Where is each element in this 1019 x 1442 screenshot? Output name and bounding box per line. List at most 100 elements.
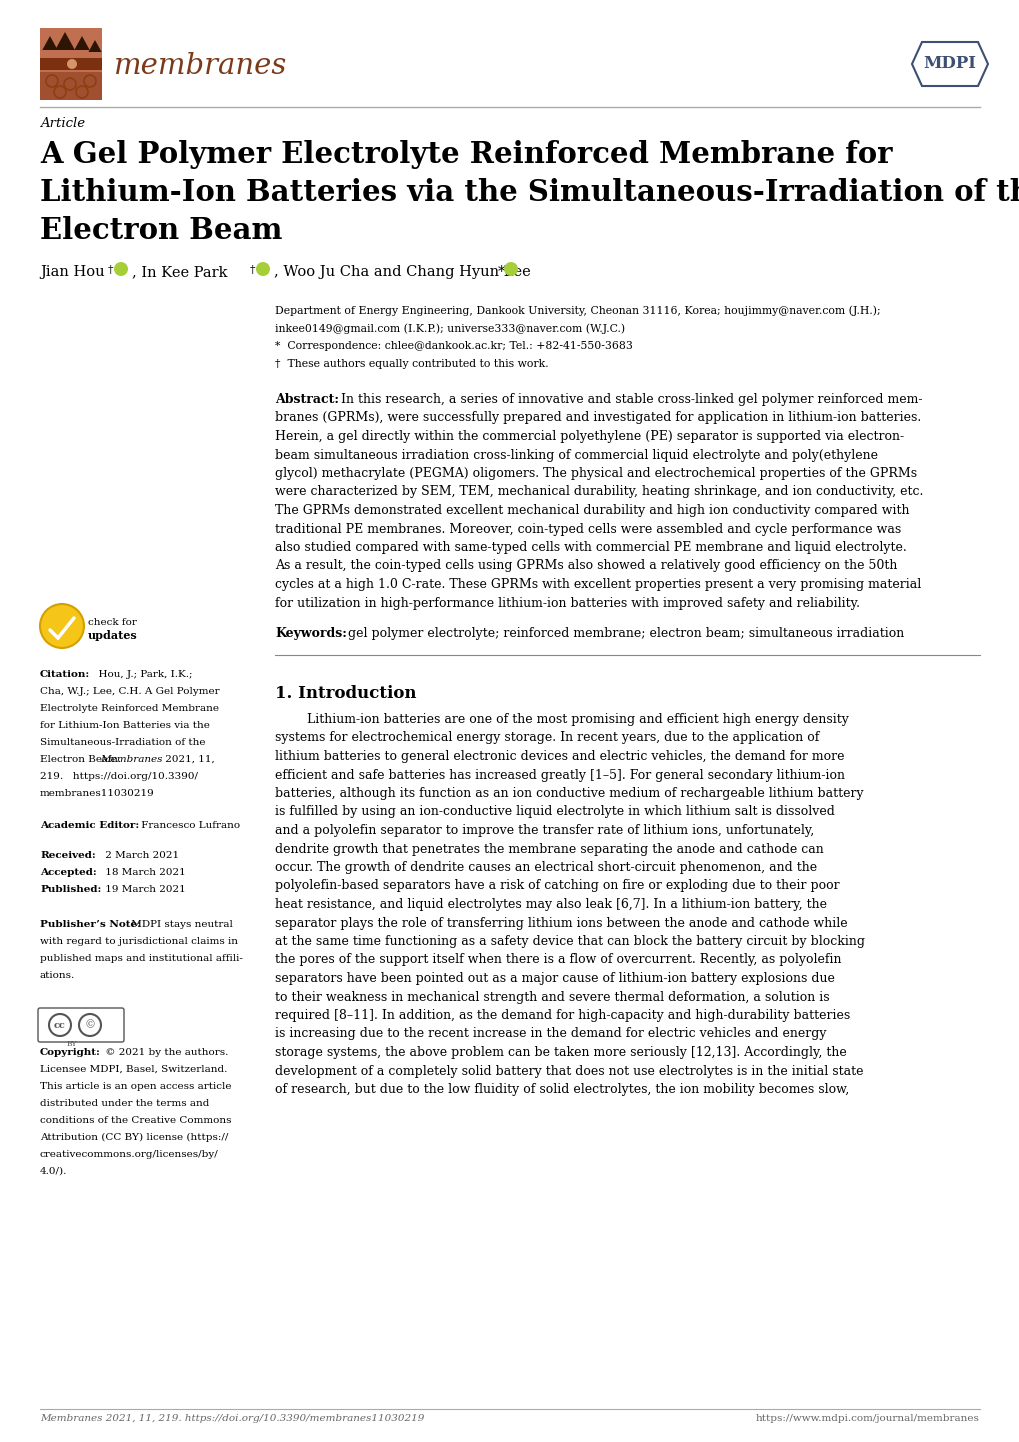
Text: lithium batteries to general electronic devices and electric vehicles, the deman: lithium batteries to general electronic … xyxy=(275,750,844,763)
Polygon shape xyxy=(74,36,90,50)
Text: Jian Hou: Jian Hou xyxy=(40,265,105,278)
Text: development of a completely solid battery that does not use electrolytes is in t: development of a completely solid batter… xyxy=(275,1064,863,1077)
Text: polyolefin-based separators have a risk of catching on fire or exploding due to : polyolefin-based separators have a risk … xyxy=(275,880,839,893)
Text: Keywords:: Keywords: xyxy=(275,627,346,640)
Text: batteries, although its function as an ion conductive medium of rechargeable lit: batteries, although its function as an i… xyxy=(275,787,863,800)
Text: the pores of the support itself when there is a flow of overcurrent. Recently, a: the pores of the support itself when the… xyxy=(275,953,841,966)
Text: 1. Introduction: 1. Introduction xyxy=(275,685,416,702)
Text: 219.   https://doi.org/10.3390/: 219. https://doi.org/10.3390/ xyxy=(40,771,198,782)
Text: for utilization in high-performance lithium-ion batteries with improved safety a: for utilization in high-performance lith… xyxy=(275,597,859,610)
Text: , In Kee Park: , In Kee Park xyxy=(131,265,227,278)
FancyBboxPatch shape xyxy=(40,72,102,99)
Text: Copyright:: Copyright: xyxy=(40,1048,101,1057)
Text: required [8–11]. In addition, as the demand for high-capacity and high-durabilit: required [8–11]. In addition, as the dem… xyxy=(275,1009,850,1022)
Text: with regard to jurisdictional claims in: with regard to jurisdictional claims in xyxy=(40,937,237,946)
Text: dendrite growth that penetrates the membrane separating the anode and cathode ca: dendrite growth that penetrates the memb… xyxy=(275,842,823,855)
Circle shape xyxy=(40,604,84,647)
Text: check for: check for xyxy=(88,619,137,627)
Text: distributed under the terms and: distributed under the terms and xyxy=(40,1099,209,1107)
Text: published maps and institutional affili-: published maps and institutional affili- xyxy=(40,955,243,963)
Text: Academic Editor:: Academic Editor: xyxy=(40,820,140,831)
Text: The GPRMs demonstrated excellent mechanical durability and high ion conductivity: The GPRMs demonstrated excellent mechani… xyxy=(275,505,909,518)
Text: †  These authors equally contributed to this work.: † These authors equally contributed to t… xyxy=(275,359,548,369)
Text: creativecommons.org/licenses/by/: creativecommons.org/licenses/by/ xyxy=(40,1151,218,1159)
Text: Electron Beam: Electron Beam xyxy=(40,216,282,245)
Text: Cha, W.J.; Lee, C.H. A Gel Polymer: Cha, W.J.; Lee, C.H. A Gel Polymer xyxy=(40,686,219,696)
Text: 2021, 11,: 2021, 11, xyxy=(162,756,215,764)
Text: cycles at a high 1.0 C-rate. These GPRMs with excellent properties present a ver: cycles at a high 1.0 C-rate. These GPRMs… xyxy=(275,578,920,591)
Text: Accepted:: Accepted: xyxy=(40,868,97,877)
Text: Electrolyte Reinforced Membrane: Electrolyte Reinforced Membrane xyxy=(40,704,219,712)
Text: Citation:: Citation: xyxy=(40,671,90,679)
Text: ©: © xyxy=(85,1019,96,1030)
Text: © 2021 by the authors.: © 2021 by the authors. xyxy=(102,1048,228,1057)
Text: were characterized by SEM, TEM, mechanical durability, heating shrinkage, and io: were characterized by SEM, TEM, mechanic… xyxy=(275,486,922,499)
Text: 19 March 2021: 19 March 2021 xyxy=(102,885,185,894)
Circle shape xyxy=(49,1014,71,1035)
Text: , Woo Ju Cha and Chang Hyun Lee: , Woo Ju Cha and Chang Hyun Lee xyxy=(274,265,530,278)
Text: †: † xyxy=(250,265,255,275)
Circle shape xyxy=(503,262,518,275)
Text: of research, but due to the low fluidity of solid electrolytes, the ion mobility: of research, but due to the low fluidity… xyxy=(275,1083,849,1096)
Text: cc: cc xyxy=(54,1021,66,1030)
Polygon shape xyxy=(911,42,987,87)
Text: to their weakness in mechanical strength and severe thermal deformation, a solut: to their weakness in mechanical strength… xyxy=(275,991,828,1004)
Text: Membranes 2021, 11, 219. https://doi.org/10.3390/membranes11030219: Membranes 2021, 11, 219. https://doi.org… xyxy=(40,1415,424,1423)
Text: 18 March 2021: 18 March 2021 xyxy=(102,868,185,877)
Text: glycol) methacrylate (PEGMA) oligomers. The physical and electrochemical propert: glycol) methacrylate (PEGMA) oligomers. … xyxy=(275,467,916,480)
Text: Lithium-Ion Batteries via the Simultaneous-Irradiation of the: Lithium-Ion Batteries via the Simultaneo… xyxy=(40,177,1019,208)
Text: BY: BY xyxy=(66,1040,77,1048)
Text: occur. The growth of dendrite causes an electrical short-circuit phenomenon, and: occur. The growth of dendrite causes an … xyxy=(275,861,816,874)
Text: also studied compared with same-typed cells with commercial PE membrane and liqu: also studied compared with same-typed ce… xyxy=(275,541,906,554)
Text: Electron Beam.: Electron Beam. xyxy=(40,756,124,764)
Text: Membranes: Membranes xyxy=(100,756,162,764)
Text: membranes: membranes xyxy=(114,52,287,79)
Text: Department of Energy Engineering, Dankook University, Cheonan 31116, Korea; houj: Department of Energy Engineering, Dankoo… xyxy=(275,306,879,316)
Circle shape xyxy=(78,1014,101,1035)
Text: Article: Article xyxy=(40,117,85,130)
Text: iD: iD xyxy=(507,267,514,271)
Text: heat resistance, and liquid electrolytes may also leak [6,7]. In a lithium-ion b: heat resistance, and liquid electrolytes… xyxy=(275,898,826,911)
Text: In this research, a series of innovative and stable cross-linked gel polymer rei: In this research, a series of innovative… xyxy=(336,394,921,407)
Circle shape xyxy=(256,262,270,275)
Text: beam simultaneous irradiation cross-linking of commercial liquid electrolyte and: beam simultaneous irradiation cross-link… xyxy=(275,448,877,461)
Text: iD: iD xyxy=(259,267,266,271)
FancyBboxPatch shape xyxy=(40,58,102,71)
Text: Abstract:: Abstract: xyxy=(275,394,338,407)
FancyBboxPatch shape xyxy=(40,27,102,99)
Text: https://www.mdpi.com/journal/membranes: https://www.mdpi.com/journal/membranes xyxy=(755,1415,979,1423)
Text: MDPI stays neutral: MDPI stays neutral xyxy=(127,920,232,929)
Text: is increasing due to the recent increase in the demand for electric vehicles and: is increasing due to the recent increase… xyxy=(275,1028,825,1041)
Circle shape xyxy=(114,262,127,275)
Text: efficient and safe batteries has increased greatly [1–5]. For general secondary : efficient and safe batteries has increas… xyxy=(275,769,844,782)
Text: 4.0/).: 4.0/). xyxy=(40,1167,67,1177)
Text: This article is an open access article: This article is an open access article xyxy=(40,1082,231,1092)
Text: †: † xyxy=(108,265,113,275)
Text: Publisher’s Note:: Publisher’s Note: xyxy=(40,920,141,929)
Text: Published:: Published: xyxy=(40,885,101,894)
Text: *  Correspondence: chlee@dankook.ac.kr; Tel.: +82-41-550-3683: * Correspondence: chlee@dankook.ac.kr; T… xyxy=(275,340,632,350)
Text: and a polyolefin separator to improve the transfer rate of lithium ions, unfortu: and a polyolefin separator to improve th… xyxy=(275,823,813,836)
Text: A Gel Polymer Electrolyte Reinforced Membrane for: A Gel Polymer Electrolyte Reinforced Mem… xyxy=(40,140,892,169)
Polygon shape xyxy=(89,40,102,52)
Text: for Lithium-Ion Batteries via the: for Lithium-Ion Batteries via the xyxy=(40,721,210,730)
Text: separator plays the role of transferring lithium ions between the anode and cath: separator plays the role of transferring… xyxy=(275,917,847,930)
Text: Attribution (CC BY) license (https://: Attribution (CC BY) license (https:// xyxy=(40,1133,228,1142)
Text: storage systems, the above problem can be taken more seriously [12,13]. Accordin: storage systems, the above problem can b… xyxy=(275,1045,846,1058)
Text: Received:: Received: xyxy=(40,851,96,859)
Text: Simultaneous-Irradiation of the: Simultaneous-Irradiation of the xyxy=(40,738,205,747)
Text: updates: updates xyxy=(88,630,138,642)
Text: Lithium-ion batteries are one of the most promising and efficient high energy de: Lithium-ion batteries are one of the mos… xyxy=(275,712,848,725)
Text: *: * xyxy=(497,265,504,278)
FancyBboxPatch shape xyxy=(38,1008,124,1043)
Text: inkee0149@gmail.com (I.K.P.); universe333@naver.com (W.J.C.): inkee0149@gmail.com (I.K.P.); universe33… xyxy=(275,323,625,333)
Text: iD: iD xyxy=(117,267,124,271)
Text: As a result, the coin-typed cells using GPRMs also showed a relatively good effi: As a result, the coin-typed cells using … xyxy=(275,559,897,572)
Text: at the same time functioning as a safety device that can block the battery circu: at the same time functioning as a safety… xyxy=(275,934,864,947)
Text: gel polymer electrolyte; reinforced membrane; electron beam; simultaneous irradi: gel polymer electrolyte; reinforced memb… xyxy=(343,627,904,640)
Text: systems for electrochemical energy storage. In recent years, due to the applicat: systems for electrochemical energy stora… xyxy=(275,731,818,744)
Text: Herein, a gel directly within the commercial polyethylene (PE) separator is supp: Herein, a gel directly within the commer… xyxy=(275,430,903,443)
Text: MDPI: MDPI xyxy=(922,55,975,72)
Text: branes (GPRMs), were successfully prepared and investigated for application in l: branes (GPRMs), were successfully prepar… xyxy=(275,411,920,424)
Text: traditional PE membranes. Moreover, coin-typed cells were assembled and cycle pe: traditional PE membranes. Moreover, coin… xyxy=(275,522,901,535)
